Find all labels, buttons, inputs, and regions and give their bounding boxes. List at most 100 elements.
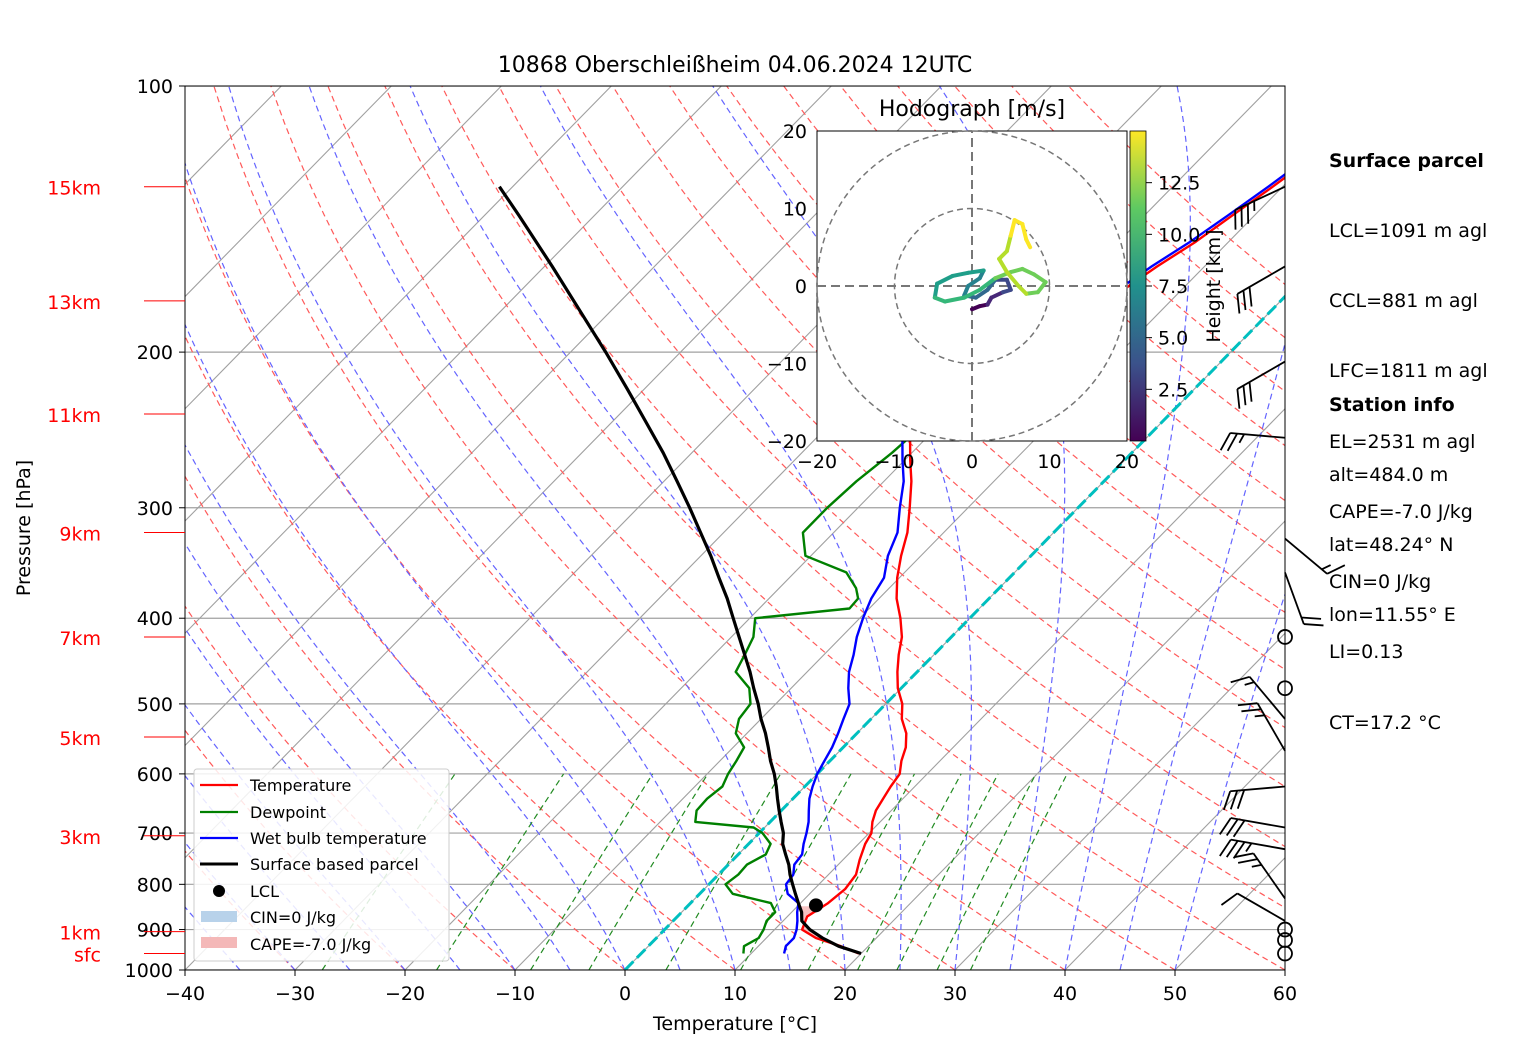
lcl-value: LCL=1091 m agl	[1329, 220, 1488, 243]
calm-wind-circle	[1277, 629, 1293, 645]
hodograph: Hodograph [m/s] −20−20 −10 −10 0 0 10 10 20 20 2…	[767, 97, 1225, 473]
calm-wind-circle	[1277, 680, 1293, 697]
moist-adiabat	[712, 86, 973, 970]
barb-shaft	[1230, 432, 1286, 439]
barb-full	[1219, 817, 1232, 835]
barb-shaft	[1234, 185, 1286, 211]
legend-cape: CAPE=-7.0 J/kg	[250, 935, 371, 954]
mixing-ratio-line	[665, 773, 782, 970]
barb-full	[1222, 790, 1232, 811]
isotherm	[185, 86, 502, 410]
hodograph-x-tick: 10	[1037, 451, 1061, 473]
dry-adiabat	[185, 175, 846, 970]
x-tick-label: −10	[495, 983, 535, 1005]
barb-half	[1253, 201, 1256, 211]
hodograph-y-tick: −10	[767, 354, 807, 376]
moist-adiabat	[1174, 592, 1285, 970]
cape-value: CAPE=-7.0 J/kg	[1329, 500, 1473, 523]
mixing-ratio-line	[936, 773, 1037, 970]
moist-adiabat	[185, 443, 571, 970]
mixing-ratio-line	[857, 773, 962, 970]
hodograph-x-tick: −20	[797, 451, 837, 473]
lfc-value: LFC=1811 m agl	[1329, 360, 1488, 383]
barb-full	[1236, 293, 1241, 314]
hodograph-segment	[1020, 222, 1029, 242]
hodograph-y-tick: −20	[767, 431, 807, 453]
p-tick-label: 400	[137, 608, 173, 630]
barb-full	[1303, 623, 1324, 627]
colorbar-tick-label: 2.5	[1158, 379, 1188, 401]
barb-full	[1225, 818, 1239, 837]
mixing-ratio-line	[530, 773, 654, 970]
height-label: 11km	[47, 405, 101, 427]
barb-shaft	[1284, 537, 1328, 575]
wind-barb	[1233, 852, 1286, 899]
barb-shaft	[1248, 676, 1286, 720]
barb-full	[1233, 852, 1254, 859]
station-latitude: lat=48.24° N	[1329, 534, 1454, 557]
legend-cin: CIN=0 J/kg	[250, 908, 336, 927]
hodograph-y-tick: 0	[795, 276, 807, 298]
p-tick-label: 100	[137, 76, 173, 98]
hodograph-segment	[1004, 233, 1013, 254]
height-label: 13km	[47, 292, 101, 314]
chart-title: 10868 Oberschleißheim 04.06.2024 12UTC	[498, 53, 973, 78]
p-tick-label: 600	[137, 764, 173, 786]
height-label: 5km	[59, 728, 101, 750]
calm-wind-circle	[1277, 932, 1293, 948]
hodograph-ticks: −20−20 −10 −10 0 0 10 10 20 20	[767, 121, 1139, 473]
p-tick-label: 900	[137, 920, 173, 942]
station-info-panel: Station info alt=484.0 m lat=48.24° N lo…	[1329, 347, 1456, 651]
barb-half	[1238, 433, 1245, 444]
barb-full	[1226, 433, 1238, 452]
hodograph-segment	[1020, 266, 1036, 277]
dry-adiabat	[213, 86, 956, 970]
hodograph-x-tick: 20	[1115, 451, 1139, 473]
barb-full	[1232, 819, 1246, 838]
hodograph-segment	[950, 270, 971, 278]
wind-barbs	[1219, 185, 1346, 962]
parcel-line	[498, 185, 862, 956]
dry-adiabat	[384, 86, 1285, 970]
y-axis-label: Pressure [hPa]	[13, 460, 35, 596]
mixing-ratio-line	[807, 773, 916, 970]
p-tick-label: 800	[137, 874, 173, 896]
hodograph-segment	[1032, 272, 1048, 285]
cin-value: CIN=0 J/kg	[1329, 571, 1432, 594]
barb-full	[1241, 708, 1262, 713]
station-altitude: alt=484.0 m	[1329, 464, 1449, 487]
barb-shaft	[1236, 892, 1286, 922]
ct-value: CT=17.2 °C	[1329, 711, 1441, 734]
wind-barb	[1234, 185, 1286, 230]
barb-full	[1219, 839, 1232, 857]
wind-barb	[1236, 360, 1286, 409]
isotherm	[185, 86, 392, 298]
wind-barb	[1219, 838, 1286, 859]
hodograph-title: Hodograph [m/s]	[879, 97, 1065, 122]
wind-barb	[1284, 537, 1346, 575]
barb-full	[1301, 616, 1322, 620]
barb-full	[1229, 790, 1239, 810]
hodograph-y-tick: 20	[783, 121, 807, 143]
barb-full	[1219, 432, 1231, 451]
barb-shaft	[1256, 702, 1286, 752]
moist-adiabat	[308, 86, 791, 970]
wind-barb	[1284, 572, 1324, 627]
x-tick-label: 60	[1273, 983, 1297, 1005]
barb-full	[1242, 385, 1247, 406]
wind-barb	[1230, 675, 1286, 720]
moist-adiabat	[1064, 86, 1191, 970]
wind-barb	[1220, 892, 1286, 922]
hodograph-segment	[973, 287, 990, 300]
height-label: 9km	[59, 524, 101, 546]
barb-full	[1225, 840, 1239, 858]
isotherm	[185, 86, 612, 522]
hodograph-segment	[942, 295, 967, 304]
station-info-heading: Station info	[1329, 393, 1455, 416]
colorbar-tick-label: 12.5	[1158, 173, 1200, 195]
hodograph-segment	[997, 256, 1009, 275]
legend-parcel: Surface based parcel	[250, 855, 419, 874]
dry-adiabat	[270, 86, 1066, 970]
moist-adiabat	[228, 86, 736, 970]
moist-adiabat	[185, 323, 626, 970]
